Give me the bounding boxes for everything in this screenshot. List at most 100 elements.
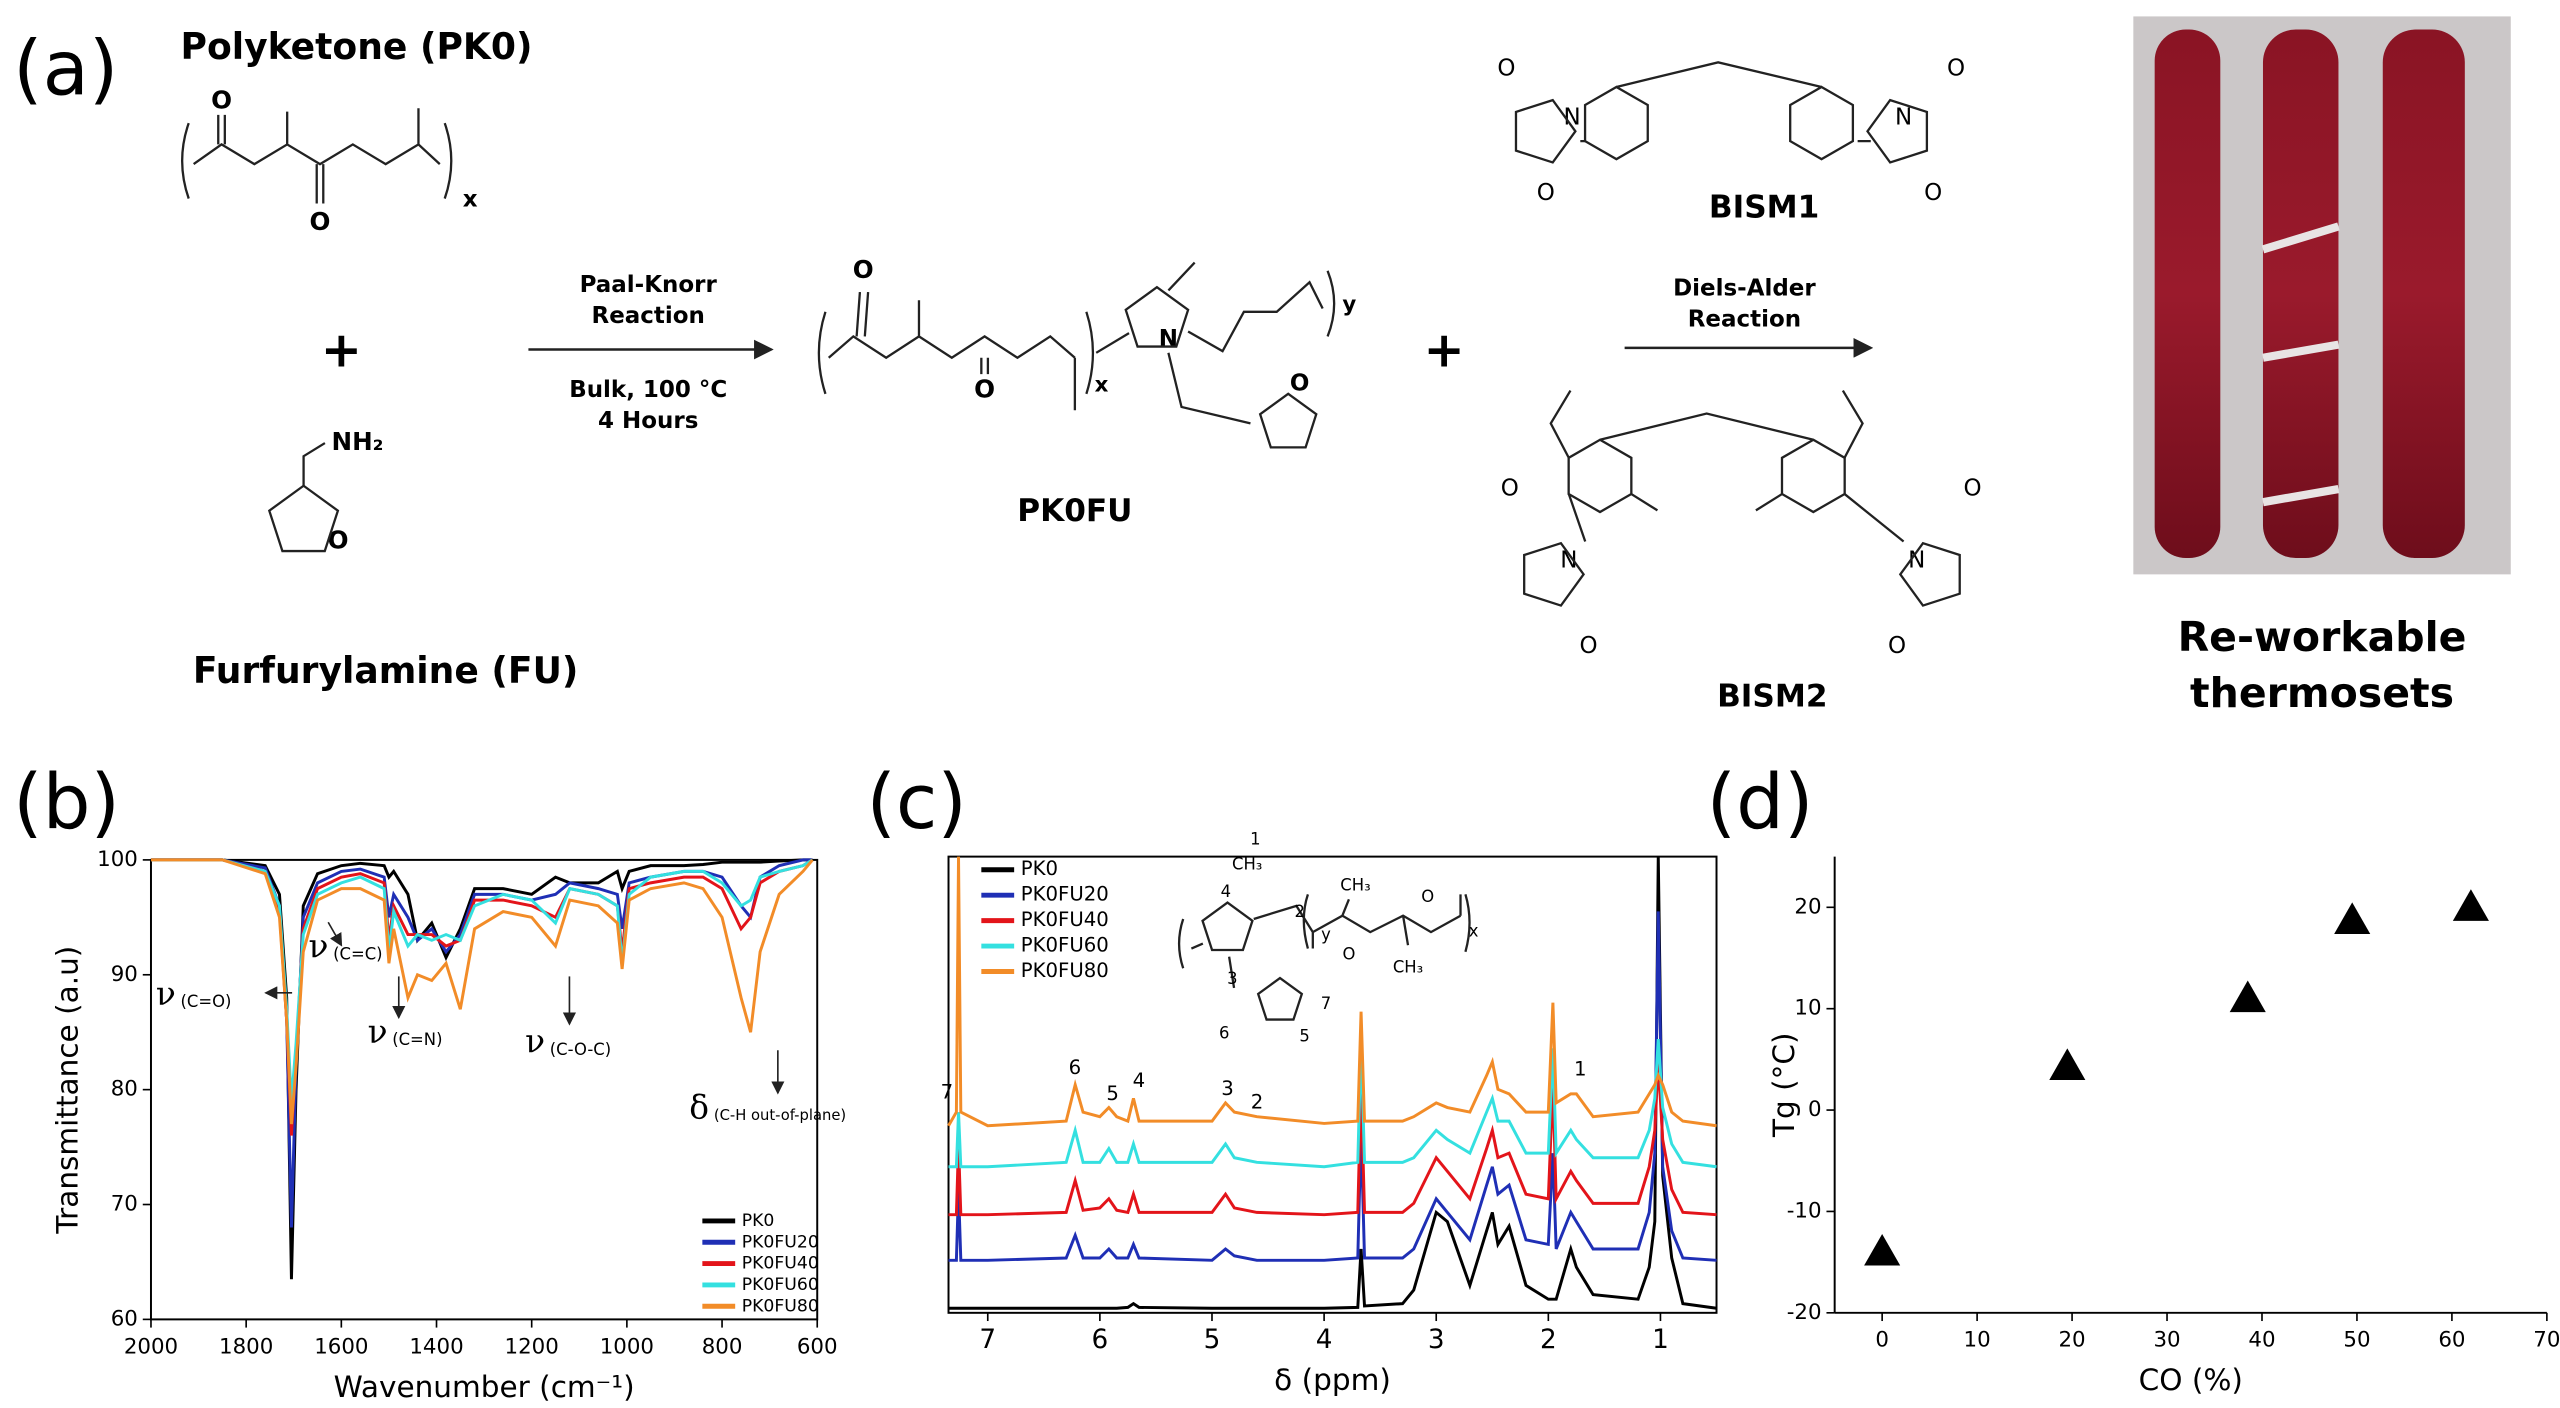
inset-label: 4	[1221, 882, 1231, 901]
atom: N	[1908, 548, 1925, 574]
series-line	[150, 858, 814, 1125]
photo-caption: Re-workable	[2178, 613, 2467, 661]
bond	[302, 442, 326, 486]
subscript: y	[1342, 292, 1356, 317]
y-tick-label: -20	[1787, 1300, 1822, 1325]
subscript: x	[1095, 373, 1109, 398]
ring	[1514, 98, 1577, 164]
x-tick-label: 4	[1316, 1325, 1333, 1355]
annotation-text: (C-O-C)	[550, 1040, 611, 1059]
inset-label: 6	[1219, 1023, 1229, 1042]
ring	[1124, 285, 1190, 348]
y-tick-label: 80	[111, 1077, 138, 1102]
bond	[817, 261, 1336, 425]
peak-label: 2	[1251, 1090, 1264, 1113]
reaction-name: Diels-Alder	[1673, 275, 1816, 301]
ring	[1866, 98, 1929, 164]
reaction-condition: 4 Hours	[598, 408, 698, 434]
x-axis-label: CO (%)	[2139, 1363, 2243, 1397]
series-line	[948, 1061, 1717, 1217]
series-line	[150, 858, 813, 1228]
peak-label: 6	[1069, 1056, 1082, 1079]
atom: O	[211, 86, 232, 115]
y-tick-label: 90	[111, 962, 138, 987]
atom: O	[1501, 476, 1519, 502]
atom: O	[1947, 55, 1965, 81]
annotation-symbol: ν	[525, 1023, 545, 1061]
ring	[267, 484, 340, 553]
ring	[1789, 85, 1855, 161]
legend-label: PK0FU20	[1021, 883, 1109, 906]
x-tick-label: 1800	[219, 1334, 273, 1359]
inset-label: x	[1469, 922, 1479, 941]
inset-label: 1	[1250, 830, 1260, 849]
plot-frame	[149, 858, 819, 1321]
compound-title: PK0FU	[1017, 493, 1132, 529]
ring	[1258, 392, 1318, 449]
atom: O	[853, 255, 874, 284]
ring	[1583, 85, 1649, 161]
plot-frame	[947, 855, 1718, 1314]
peak-label: 5	[1106, 1082, 1119, 1105]
atom: O	[1497, 55, 1515, 81]
x-tick-label: 40	[2248, 1328, 2275, 1353]
marker	[2049, 1048, 2086, 1081]
reaction-name: Reaction	[1688, 307, 1801, 333]
legend-label: PK0FU80	[1021, 959, 1109, 982]
peak-label: 7	[941, 1080, 954, 1103]
x-tick-label: 2	[1540, 1325, 1557, 1355]
x-tick-label: 70	[2533, 1328, 2560, 1353]
reaction-name: Reaction	[592, 303, 705, 329]
atom: O	[1579, 633, 1597, 659]
annotation-text: (C=O)	[181, 992, 232, 1011]
y-tick-label: 20	[1794, 894, 1821, 919]
bond	[1549, 389, 1905, 543]
series-line	[947, 856, 1717, 1128]
ring	[1256, 976, 1304, 1021]
inset-label: O	[1342, 945, 1355, 964]
thermoset-strip	[2262, 29, 2339, 558]
x-tick-label: 0	[1875, 1328, 1889, 1353]
x-tick-label: 5	[1204, 1325, 1221, 1355]
atom: NH₂	[331, 427, 383, 456]
atom: O	[328, 526, 349, 555]
legend-label: PK0FU20	[742, 1232, 819, 1252]
legend-label: PK0	[742, 1211, 775, 1231]
legend-label: PK0FU80	[742, 1296, 819, 1316]
y-tick-label: 60	[111, 1306, 138, 1331]
x-tick-label: 20	[2058, 1328, 2085, 1353]
y-axis-label: Tg (°C)	[1767, 1032, 1801, 1138]
atom: O	[1537, 180, 1555, 206]
annotation-text: (C-H out-of-plane)	[714, 1107, 846, 1124]
strip-crack	[2261, 222, 2340, 507]
y-axis-label: Transmittance (a.u)	[50, 946, 84, 1235]
x-tick-label: 60	[2438, 1328, 2465, 1353]
peak-label: 3	[1221, 1077, 1234, 1100]
atom: N	[1159, 326, 1178, 352]
atom: O	[1963, 476, 1981, 502]
y-tick-label: 100	[97, 847, 138, 872]
series-line	[150, 858, 814, 1102]
ring	[1780, 438, 1846, 514]
annotation-symbol: ν	[156, 975, 176, 1013]
x-tick-label: 1000	[600, 1334, 654, 1359]
x-tick-label: 1200	[505, 1334, 559, 1359]
x-axis-label: δ (ppm)	[1274, 1363, 1391, 1397]
plus: +	[1423, 320, 1464, 378]
rings	[267, 85, 1961, 1021]
x-axis-label: Wavenumber (cm⁻¹)	[334, 1370, 635, 1404]
series-line	[948, 1039, 1717, 1169]
inset-label: 7	[1321, 994, 1331, 1013]
reaction-name: Paal-Knorr	[580, 272, 718, 298]
panel-label: (a)	[13, 24, 118, 112]
inset-label: 5	[1299, 1027, 1309, 1046]
panel-label: (b)	[13, 758, 120, 846]
inset-label: O	[1421, 887, 1434, 906]
legend-label: PK0	[1021, 857, 1058, 880]
annotation-text: (C=C)	[333, 945, 382, 964]
panel-label: (c)	[866, 758, 966, 846]
atom: O	[310, 207, 331, 236]
inset-label: 2	[1294, 902, 1304, 921]
compound-title: Furfurylamine (FU)	[193, 649, 579, 692]
atom: O	[1290, 371, 1310, 397]
